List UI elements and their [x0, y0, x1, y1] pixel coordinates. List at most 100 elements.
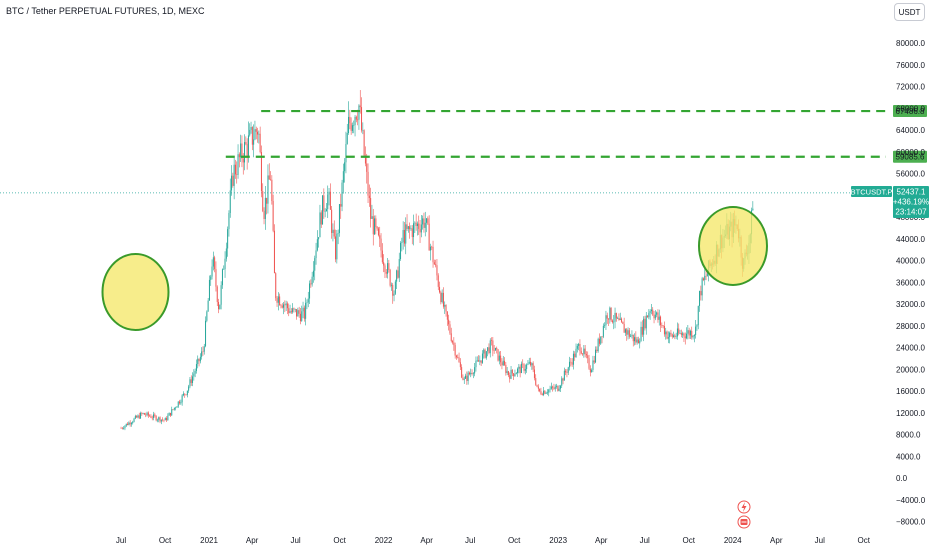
candle-body — [563, 370, 565, 381]
candle-body — [481, 353, 483, 363]
candle-body — [454, 345, 456, 356]
candle-body — [679, 333, 681, 334]
candle-body — [281, 305, 283, 308]
candle-body — [247, 135, 249, 156]
candle-body — [606, 315, 608, 319]
candle-body — [234, 164, 236, 175]
lightning-icon[interactable] — [737, 500, 751, 514]
candle-body — [385, 272, 387, 274]
price-axis[interactable]: 80000.0 76000.0 72000.0 68000.0 64000.0 60000… — [896, 39, 926, 527]
earnings-icon[interactable] — [737, 515, 751, 529]
x-tick-label: Jul — [465, 536, 475, 545]
candle-body — [488, 347, 490, 354]
candle-body — [517, 368, 519, 374]
candle-body — [324, 211, 326, 212]
candle-body — [393, 293, 395, 296]
candle-body — [154, 414, 156, 417]
candle-body — [653, 314, 655, 319]
candle-body — [463, 378, 465, 380]
candle-body — [562, 378, 564, 381]
candle-body — [201, 351, 203, 357]
candle-body — [348, 116, 350, 134]
candle-body — [193, 373, 195, 377]
candle-body — [631, 334, 633, 336]
candle-body — [251, 127, 253, 145]
candle-body — [342, 171, 344, 183]
candle-body — [513, 373, 515, 377]
candle-body — [203, 346, 205, 352]
candle-body — [470, 372, 472, 375]
candle-body — [585, 354, 587, 356]
x-tick-label: Jul — [290, 536, 300, 545]
candle-body — [314, 258, 316, 271]
candle-body — [666, 331, 668, 339]
candle-body — [522, 363, 524, 365]
candle-body — [437, 275, 439, 287]
horizontal-levels[interactable]: 67486.8 59085.6 — [225, 105, 927, 163]
candle-body — [699, 291, 701, 306]
candle-body — [255, 129, 257, 132]
candle-body — [429, 246, 431, 251]
candle-body — [474, 367, 476, 374]
candle-body — [670, 332, 672, 335]
x-tick-label: Oct — [159, 536, 172, 545]
candle-body — [553, 387, 555, 389]
candle-body — [640, 326, 642, 342]
candle-body — [401, 242, 403, 243]
candle-body — [370, 198, 372, 219]
candle-body — [156, 419, 158, 421]
time-axis[interactable]: Jul Oct 2021 Apr Jul Oct 2022 Apr Jul Oct 2023 Apr J… — [116, 536, 871, 545]
candle-body — [627, 330, 629, 335]
candle-body — [435, 264, 437, 266]
currency-button[interactable]: USDT — [894, 3, 925, 21]
x-tick-label: Apr — [420, 536, 433, 545]
candle-body — [218, 302, 220, 310]
candle-body — [689, 330, 691, 336]
candle-body — [472, 373, 474, 375]
candle-body — [212, 257, 214, 267]
candle-body — [663, 326, 665, 335]
candle-body — [323, 195, 325, 212]
candle-body — [475, 360, 477, 368]
candle-body — [626, 329, 628, 335]
x-tick-label: Oct — [333, 536, 346, 545]
candle-body — [427, 218, 429, 224]
candle-body — [507, 371, 509, 376]
last-price-symbol: BTCUSDT.P — [851, 188, 893, 197]
candle-body — [550, 386, 552, 389]
candle-body — [641, 326, 643, 335]
candle-body — [133, 418, 135, 422]
candle-body — [124, 425, 126, 429]
candle-body — [267, 175, 269, 204]
candle-series — [120, 90, 754, 431]
candle-body — [240, 143, 242, 158]
candle-body — [634, 337, 636, 342]
candle-body — [591, 369, 593, 373]
level-label: 59085.6 — [896, 153, 925, 162]
candle-body — [172, 409, 174, 410]
candle-body — [687, 330, 689, 334]
candle-body — [419, 228, 421, 233]
last-price-symbol-box — [851, 186, 892, 197]
candle-body — [549, 388, 551, 390]
candle-body — [198, 358, 200, 362]
candle-body — [329, 191, 331, 210]
candle-body — [244, 142, 246, 163]
candle-body — [245, 142, 247, 144]
candle-body — [415, 222, 417, 226]
candle-body — [576, 345, 578, 349]
candle-body — [489, 340, 491, 354]
candle-body — [305, 302, 307, 319]
candle-body — [484, 349, 486, 358]
candle-body — [390, 284, 392, 286]
candle-body — [509, 375, 511, 379]
candle-body — [286, 303, 288, 309]
candle-body — [539, 388, 541, 392]
candle-body — [120, 427, 122, 429]
candle-body — [403, 229, 405, 244]
candle-body — [459, 362, 461, 368]
candle-body — [333, 229, 335, 237]
candle-body — [181, 395, 183, 403]
level-label: 67486.8 — [896, 107, 925, 116]
